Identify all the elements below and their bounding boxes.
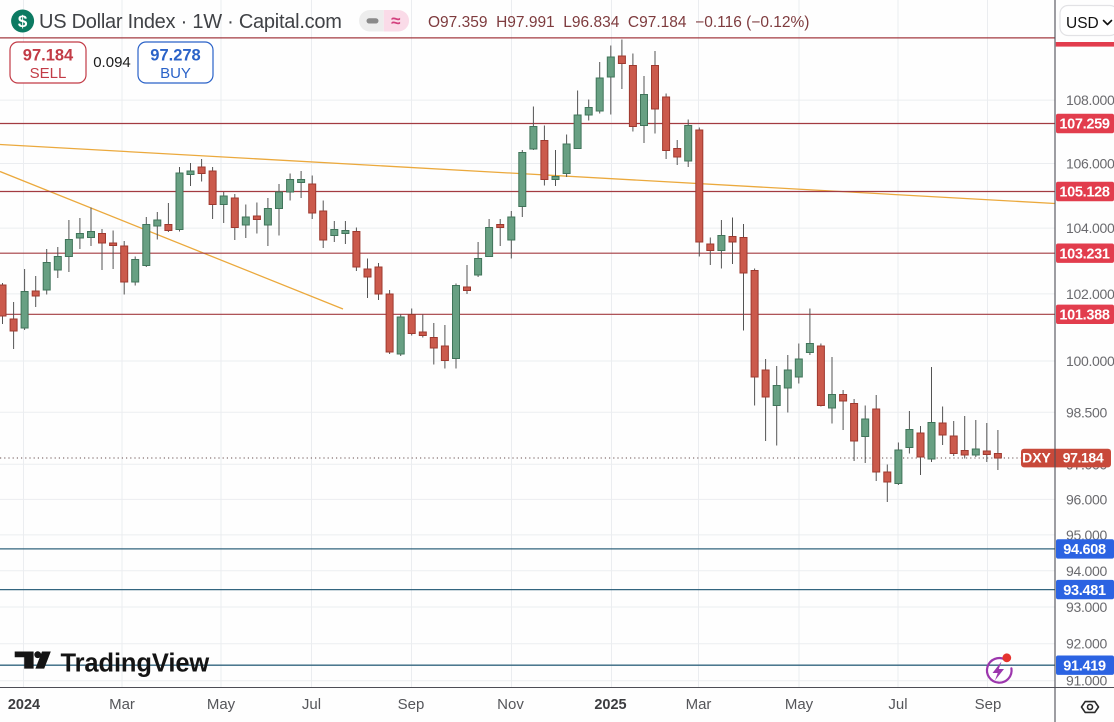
svg-text:93.000: 93.000 [1066,599,1108,615]
svg-text:100.000: 100.000 [1066,353,1114,369]
svg-text:91.419: 91.419 [1063,658,1106,674]
svg-text:May: May [207,696,236,713]
svg-text:103.231: 103.231 [1059,246,1110,262]
svg-text:105.128: 105.128 [1059,185,1110,201]
svg-text:94.608: 94.608 [1063,542,1106,558]
svg-text:104.000: 104.000 [1066,220,1114,236]
svg-text:≈: ≈ [391,12,400,31]
svg-text:BUY: BUY [160,65,191,82]
svg-text:Jul: Jul [302,696,321,713]
svg-text:101.388: 101.388 [1059,308,1110,324]
svg-text:92.000: 92.000 [1066,636,1108,652]
svg-text:Mar: Mar [109,696,135,713]
svg-text:95.000: 95.000 [1066,527,1108,543]
svg-text:106.000: 106.000 [1066,156,1114,172]
svg-text:102.000: 102.000 [1066,286,1114,302]
svg-text:108.000: 108.000 [1066,92,1114,108]
svg-text:Sep: Sep [398,696,425,713]
svg-text:93.481: 93.481 [1063,583,1106,599]
svg-text:$: $ [18,12,28,31]
svg-text:Nov: Nov [497,696,524,713]
svg-text:0.094: 0.094 [93,54,131,71]
svg-text:US Dollar Index · 1W · Capital: US Dollar Index · 1W · Capital.com [39,11,342,33]
svg-text:SELL: SELL [30,65,67,82]
svg-text:98.500: 98.500 [1066,404,1108,420]
svg-text:May: May [785,696,814,713]
svg-text:Sep: Sep [975,696,1002,713]
svg-text:2024: 2024 [8,697,40,713]
svg-text:Mar: Mar [686,696,712,713]
svg-text:TradingView: TradingView [61,650,210,678]
svg-text:107.259: 107.259 [1059,117,1110,133]
svg-text:97.278: 97.278 [150,47,200,65]
svg-text:DXY: DXY [1022,450,1051,466]
svg-text:O97.359 H97.991 L96.834 C97: O97.359 H97.991 L96.834 C97.184 −0.116 (… [428,14,809,31]
svg-text:94.000: 94.000 [1066,563,1108,579]
svg-text:96.000: 96.000 [1066,491,1108,507]
svg-text:2025: 2025 [594,697,626,713]
svg-text:97.184: 97.184 [23,47,74,65]
svg-text:USD: USD [1066,15,1099,32]
svg-text:91.000: 91.000 [1066,673,1108,689]
svg-text:Jul: Jul [888,696,907,713]
svg-text:97.184: 97.184 [1063,450,1104,466]
